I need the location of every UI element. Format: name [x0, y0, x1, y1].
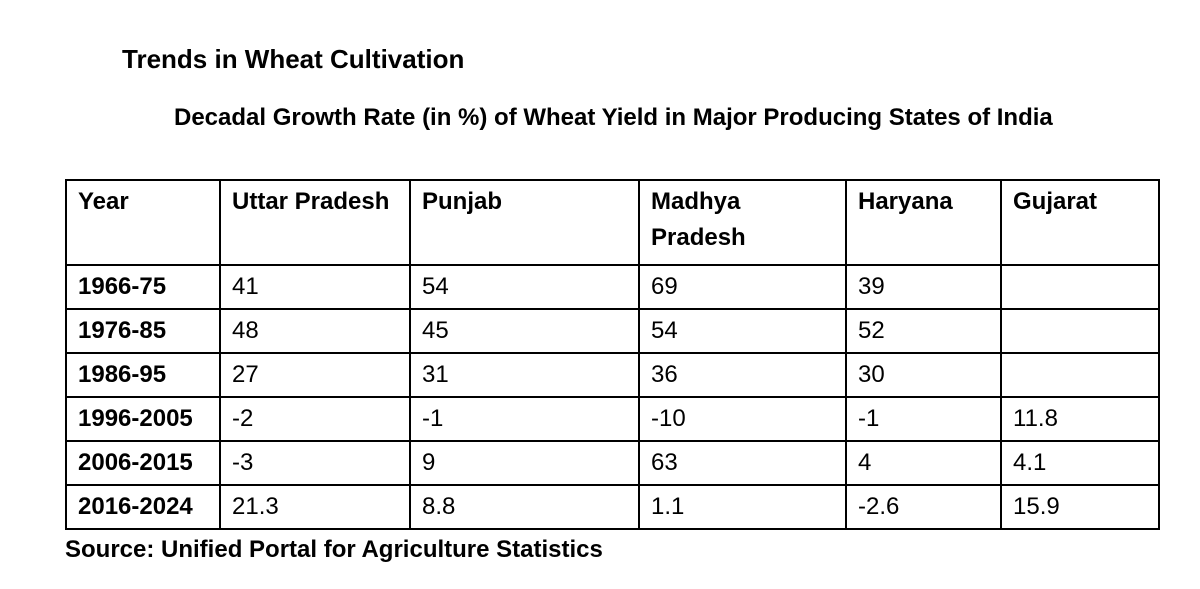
year-cell: 1966-75: [65, 264, 221, 310]
cell-madhya-pradesh: 63: [638, 440, 847, 486]
cell-punjab: 31: [409, 352, 640, 398]
table-row: 1996-2005 -2 -1 -10 -1 11.8: [65, 396, 1160, 442]
cell-uttar-pradesh: 41: [219, 264, 411, 310]
cell-uttar-pradesh: 21.3: [219, 484, 411, 530]
table-header-row: Year Uttar Pradesh Punjab Madhya Pradesh…: [65, 179, 1160, 266]
cell-haryana: 39: [845, 264, 1002, 310]
year-cell: 1996-2005: [65, 396, 221, 442]
table-row: 1986-95 27 31 36 30: [65, 352, 1160, 398]
cell-uttar-pradesh: -2: [219, 396, 411, 442]
year-cell: 1976-85: [65, 308, 221, 354]
table-title: Decadal Growth Rate (in %) of Wheat Yiel…: [174, 104, 1053, 131]
cell-gujarat: [1000, 308, 1160, 354]
cell-haryana: 30: [845, 352, 1002, 398]
cell-madhya-pradesh: -10: [638, 396, 847, 442]
table-row: 1966-75 41 54 69 39: [65, 264, 1160, 310]
growth-rate-table: Year Uttar Pradesh Punjab Madhya Pradesh…: [65, 179, 1160, 530]
cell-gujarat: 15.9: [1000, 484, 1160, 530]
cell-haryana: -1: [845, 396, 1002, 442]
table-row: 2016-2024 21.3 8.8 1.1 -2.6 15.9: [65, 484, 1160, 530]
header-gujarat: Gujarat: [1000, 179, 1160, 266]
cell-punjab: 8.8: [409, 484, 640, 530]
cell-uttar-pradesh: -3: [219, 440, 411, 486]
cell-punjab: 54: [409, 264, 640, 310]
header-uttar-pradesh: Uttar Pradesh: [219, 179, 411, 266]
cell-uttar-pradesh: 48: [219, 308, 411, 354]
cell-uttar-pradesh: 27: [219, 352, 411, 398]
cell-haryana: -2.6: [845, 484, 1002, 530]
cell-punjab: 45: [409, 308, 640, 354]
header-punjab: Punjab: [409, 179, 640, 266]
cell-punjab: 9: [409, 440, 640, 486]
header-madhya-pradesh: Madhya Pradesh: [638, 179, 847, 266]
table-row: 2006-2015 -3 9 63 4 4.1: [65, 440, 1160, 486]
cell-haryana: 4: [845, 440, 1002, 486]
cell-gujarat: [1000, 352, 1160, 398]
page-heading: Trends in Wheat Cultivation: [122, 44, 465, 74]
year-cell: 2006-2015: [65, 440, 221, 486]
header-haryana: Haryana: [845, 179, 1002, 266]
header-year: Year: [65, 179, 221, 266]
cell-madhya-pradesh: 54: [638, 308, 847, 354]
cell-madhya-pradesh: 69: [638, 264, 847, 310]
cell-madhya-pradesh: 1.1: [638, 484, 847, 530]
year-cell: 2016-2024: [65, 484, 221, 530]
year-cell: 1986-95: [65, 352, 221, 398]
cell-haryana: 52: [845, 308, 1002, 354]
cell-gujarat: [1000, 264, 1160, 310]
cell-madhya-pradesh: 36: [638, 352, 847, 398]
table-row: 1976-85 48 45 54 52: [65, 308, 1160, 354]
cell-gujarat: 4.1: [1000, 440, 1160, 486]
cell-punjab: -1: [409, 396, 640, 442]
source-note: Source: Unified Portal for Agriculture S…: [65, 536, 603, 563]
cell-gujarat: 11.8: [1000, 396, 1160, 442]
